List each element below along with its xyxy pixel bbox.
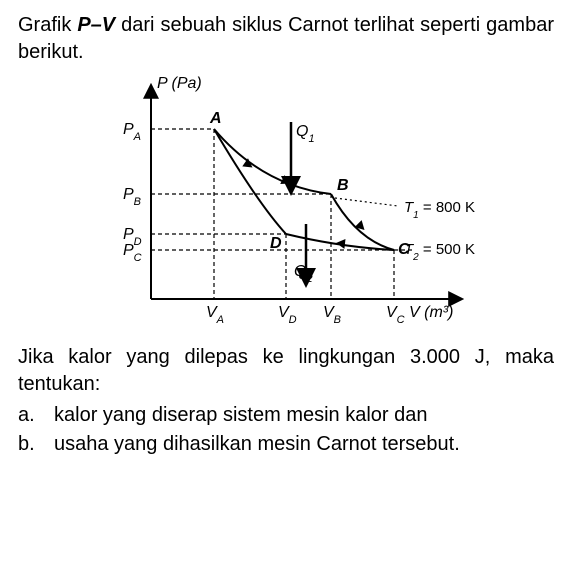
svg-text:P (Pa): P (Pa) [157, 75, 202, 92]
question-a: a. kalor yang diserap sistem mesin kalor… [18, 402, 554, 429]
svg-text:VB: VB [323, 304, 341, 326]
svg-text:A: A [209, 110, 222, 127]
question-a-letter: a. [18, 402, 40, 429]
svg-text:B: B [337, 177, 349, 194]
svg-text:VA: VA [206, 304, 224, 326]
svg-text:Q1: Q1 [296, 123, 315, 145]
question-a-text: kalor yang diserap sistem mesin kalor da… [54, 402, 554, 429]
svg-text:T2 = 500 K: T2 = 500 K [404, 241, 475, 263]
question-b-letter: b. [18, 431, 40, 458]
question-prompt: Jika kalor yang dilepas ke lingkungan 3.… [18, 344, 554, 398]
question-list: a. kalor yang diserap sistem mesin kalor… [18, 402, 554, 458]
svg-text:Q2: Q2 [294, 263, 313, 285]
svg-text:PB: PB [123, 186, 141, 208]
pv-chart-svg: P (Pa)V (m³)PAPBPDPCVAVDVBVCABCDQ1Q2T1 =… [96, 74, 476, 334]
svg-text:VC: VC [386, 304, 405, 326]
question-b-text: usaha yang dihasilkan mesin Carnot terse… [54, 431, 554, 458]
svg-text:PA: PA [123, 121, 141, 143]
carnot-pv-diagram: P (Pa)V (m³)PAPBPDPCVAVDVBVCABCDQ1Q2T1 =… [18, 74, 554, 334]
intro-pv: P–V [77, 14, 115, 36]
intro-before: Grafik [18, 14, 77, 36]
question-b: b. usaha yang dihasilkan mesin Carnot te… [18, 431, 554, 458]
svg-text:V (m³): V (m³) [409, 304, 453, 321]
svg-text:VD: VD [278, 304, 297, 326]
svg-text:D: D [270, 235, 282, 252]
svg-text:T1 = 800 K: T1 = 800 K [404, 199, 475, 221]
intro-paragraph: Grafik P–V dari sebuah siklus Carnot ter… [18, 12, 554, 66]
